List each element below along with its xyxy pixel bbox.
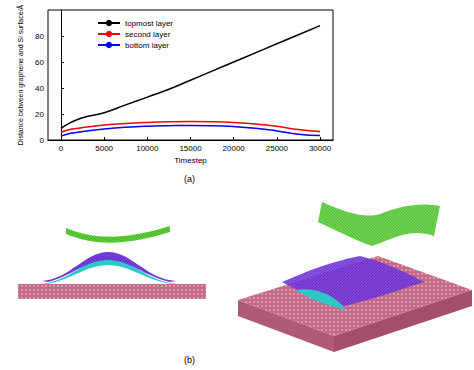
svg-text:0: 0 bbox=[40, 136, 45, 145]
svg-text:30000: 30000 bbox=[309, 144, 332, 153]
svg-text:topmost layer: topmost layer bbox=[125, 19, 173, 28]
svg-text:10000: 10000 bbox=[136, 144, 159, 153]
svg-text:20: 20 bbox=[35, 110, 44, 119]
svg-text:25000: 25000 bbox=[266, 144, 289, 153]
svg-text:(b): (b) bbox=[184, 355, 195, 365]
svg-text:60: 60 bbox=[35, 58, 44, 67]
svg-text:bottom layer: bottom layer bbox=[125, 41, 169, 50]
svg-text:5000: 5000 bbox=[95, 144, 113, 153]
svg-text:0: 0 bbox=[59, 144, 64, 153]
svg-text:(a): (a) bbox=[184, 174, 195, 184]
svg-text:80: 80 bbox=[35, 32, 44, 41]
svg-text:Timestep: Timestep bbox=[174, 156, 207, 165]
svg-text:Distance between graphene and: Distance between graphene and Si surface… bbox=[16, 4, 25, 145]
svg-text:40: 40 bbox=[35, 84, 44, 93]
svg-text:second layer: second layer bbox=[125, 30, 171, 39]
svg-text:20000: 20000 bbox=[223, 144, 246, 153]
svg-text:15000: 15000 bbox=[179, 144, 202, 153]
